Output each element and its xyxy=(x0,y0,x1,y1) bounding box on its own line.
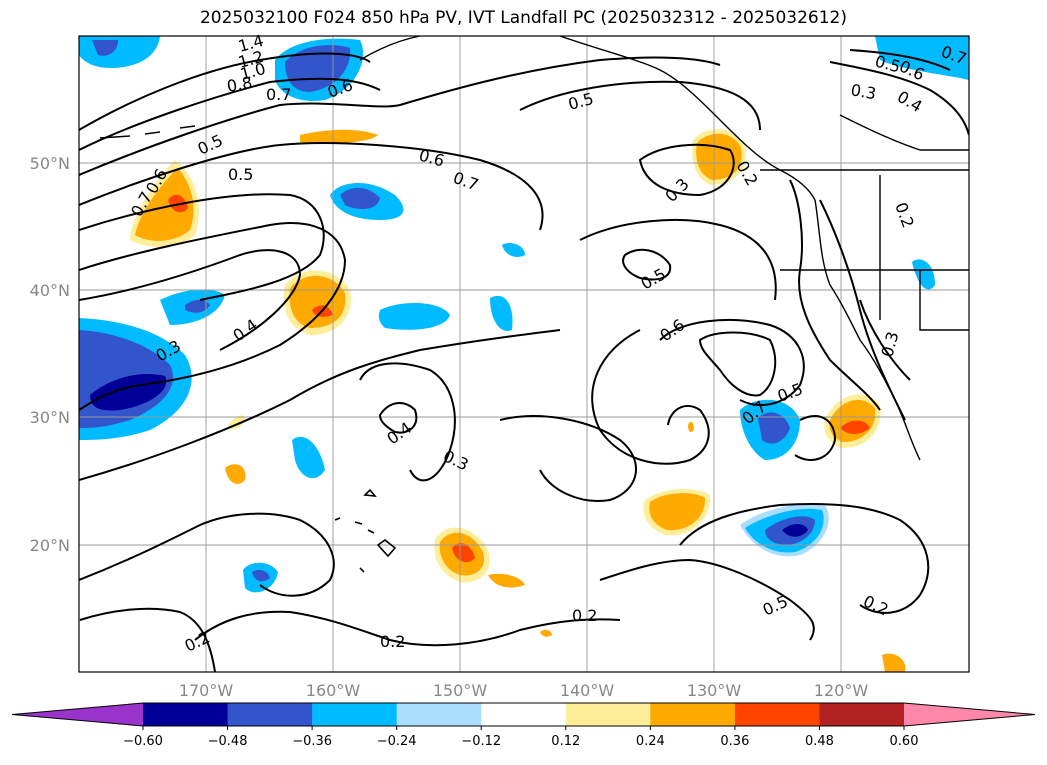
colorbar-tick-label: 0.24 xyxy=(636,734,665,749)
colorbar-segment xyxy=(227,703,313,726)
contour-label: 0.2 xyxy=(572,606,597,625)
colorbar-extend-min xyxy=(12,703,143,726)
contour-label: 0.8 xyxy=(225,73,253,96)
map-frame xyxy=(78,35,970,673)
lon-label: 120°W xyxy=(814,681,869,700)
colorbar-segment xyxy=(312,703,398,726)
map-title: 2025032100 F024 850 hPa PV, IVT Landfall… xyxy=(199,8,847,28)
colorbar-extend-max xyxy=(904,703,1035,726)
colorbar-segment xyxy=(819,703,905,726)
colorbar-tick-label: 0.48 xyxy=(805,734,834,749)
colorbar-segment xyxy=(650,703,736,726)
colorbar-tick-label: −0.12 xyxy=(461,734,501,749)
map-panel xyxy=(79,36,969,672)
colorbar-tick-label: 0.36 xyxy=(720,734,749,749)
lat-label: 20°N xyxy=(30,536,70,555)
colorbar-segment xyxy=(143,703,229,726)
longitude-labels: 170°W 160°W 150°W 140°W 130°W 120°W xyxy=(179,681,869,700)
colorbar-labels: −0.60 −0.48 −0.36 −0.24 −0.12 0.12 0.24 0.36 0.4… xyxy=(123,726,918,749)
lon-label: 140°W xyxy=(560,681,615,700)
colorbar-tick-label: −0.60 xyxy=(123,734,163,749)
coastlines xyxy=(99,36,969,461)
colorbar-tick-label: 0.12 xyxy=(551,734,580,749)
contour-label: 0.5 xyxy=(228,165,253,184)
lon-label: 170°W xyxy=(179,681,234,700)
lat-label: 30°N xyxy=(30,408,70,427)
colorbar-tick-label: −0.24 xyxy=(377,734,417,749)
colorbar-segment xyxy=(396,703,482,726)
lat-label: 50°N xyxy=(30,154,70,173)
colorbar xyxy=(11,702,1036,727)
latitude-labels: 50°N 40°N 30°N 20°N xyxy=(30,154,70,555)
colorbar-tick-label: −0.36 xyxy=(292,734,332,749)
colorbar-segment xyxy=(734,703,820,726)
contour-label: 0.2 xyxy=(380,632,405,651)
colorbar-segment xyxy=(565,703,651,726)
lon-label: 160°W xyxy=(306,681,361,700)
hawaii-islands xyxy=(334,488,397,573)
lat-label: 40°N xyxy=(30,281,70,300)
lon-label: 130°W xyxy=(687,681,742,700)
colorbar-segment xyxy=(481,703,567,726)
contour-label: 0.7 xyxy=(266,85,291,104)
colorbar-tick-label: −0.48 xyxy=(208,734,248,749)
lon-label: 150°W xyxy=(433,681,488,700)
colorbar-tick-label: 0.60 xyxy=(890,734,919,749)
pv-contours xyxy=(79,49,969,672)
contour-label: 0.3 xyxy=(849,80,877,103)
